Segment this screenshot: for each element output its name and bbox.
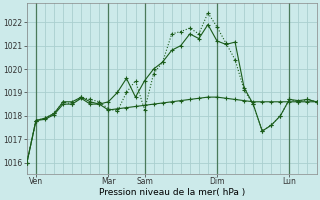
X-axis label: Pression niveau de la mer( hPa ): Pression niveau de la mer( hPa )	[99, 188, 245, 197]
